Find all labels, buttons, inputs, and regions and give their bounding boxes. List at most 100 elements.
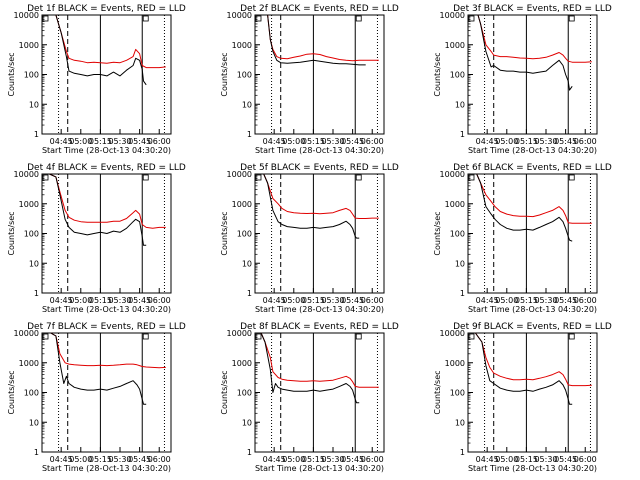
x-axis-label: Start Time (28-Oct-13 04:30:20) <box>42 146 171 155</box>
events-series-line <box>255 173 360 239</box>
x-tick-label: 05:00 <box>69 137 92 146</box>
y-tick-label: 100 <box>24 389 39 398</box>
start-marker-box <box>468 333 475 340</box>
y-tick-label: 10000 <box>227 170 252 179</box>
end-marker-box <box>142 15 149 22</box>
x-axis-label: Start Time (28-Oct-13 04:30:20) <box>468 146 597 155</box>
y-tick-label: 10000 <box>227 329 252 338</box>
x-tick-label: 05:30 <box>321 137 344 146</box>
lld-series-line <box>255 173 379 219</box>
y-tick-label: 1 <box>34 448 39 457</box>
y-tick-label: 1000 <box>445 359 465 368</box>
plot-title: Det 1f BLACK = Events, RED = LLD <box>27 4 186 14</box>
start-marker-box <box>255 333 262 340</box>
events-series-line <box>468 14 573 91</box>
start-marker-box <box>42 333 49 340</box>
x-tick-label: 05:45 <box>341 296 364 305</box>
plot-title: Det 8f BLACK = Events, RED = LLD <box>240 322 399 332</box>
y-axis-label: Counts/sec <box>7 370 16 414</box>
events-series-line <box>42 14 147 86</box>
x-tick-label: 05:45 <box>128 296 151 305</box>
plot-frame <box>254 14 385 135</box>
x-tick-label: 05:00 <box>69 296 92 305</box>
y-tick-label: 1 <box>460 130 465 139</box>
events-series-line <box>255 14 366 66</box>
y-tick-label: 10 <box>242 259 252 268</box>
plot-frame <box>467 332 598 453</box>
y-axis-label: Counts/sec <box>433 370 442 414</box>
x-tick-label: 05:00 <box>495 455 518 464</box>
x-tick-label: 05:00 <box>495 137 518 146</box>
x-tick-label: 06:00 <box>148 296 171 305</box>
start-marker-box <box>42 174 49 181</box>
end-marker-box <box>568 174 575 181</box>
x-tick-label: 05:30 <box>534 137 557 146</box>
start-marker-box <box>468 15 475 22</box>
y-tick-label: 1 <box>460 289 465 298</box>
y-tick-label: 1000 <box>232 200 252 209</box>
plot-frame <box>254 173 385 294</box>
detector-plot-3: Det 3f BLACK = Events, RED = LLD 1 10 100 10… <box>433 4 612 155</box>
lld-series-line <box>42 14 166 69</box>
end-marker-box <box>142 333 149 340</box>
x-axis-label: Start Time (28-Oct-13 04:30:20) <box>255 146 384 155</box>
y-tick-label: 1000 <box>19 41 39 50</box>
end-marker-box <box>355 174 362 181</box>
x-tick-label: 05:30 <box>108 137 131 146</box>
x-tick-label: 05:00 <box>282 455 305 464</box>
x-tick-label: 05:30 <box>534 296 557 305</box>
plot-frame <box>254 332 385 453</box>
start-marker-box <box>255 15 262 22</box>
x-tick-label: 05:15 <box>515 137 538 146</box>
y-tick-label: 100 <box>237 71 252 80</box>
y-tick-label: 100 <box>237 389 252 398</box>
y-tick-label: 10 <box>455 259 465 268</box>
y-tick-label: 1 <box>34 130 39 139</box>
x-tick-label: 06:00 <box>361 296 384 305</box>
y-tick-label: 1 <box>247 130 252 139</box>
start-marker-box <box>42 15 49 22</box>
y-tick-label: 10 <box>242 100 252 109</box>
y-tick-label: 100 <box>24 71 39 80</box>
detector-plot-6: Det 6f BLACK = Events, RED = LLD 1 10 100 10… <box>433 163 612 314</box>
x-tick-label: 05:15 <box>302 137 325 146</box>
x-tick-label: 04:45 <box>476 455 499 464</box>
x-tick-label: 06:00 <box>148 455 171 464</box>
x-tick-label: 05:00 <box>282 137 305 146</box>
plot-title: Det 4f BLACK = Events, RED = LLD <box>27 163 186 173</box>
y-tick-label: 1 <box>460 448 465 457</box>
y-tick-label: 10 <box>29 259 39 268</box>
detector-plot-1: Det 1f BLACK = Events, RED = LLD 1 10 100 10… <box>7 4 186 155</box>
y-tick-label: 10 <box>455 100 465 109</box>
x-tick-label: 05:30 <box>534 455 557 464</box>
plot-title: Det 6f BLACK = Events, RED = LLD <box>453 163 612 173</box>
x-tick-label: 06:00 <box>574 455 597 464</box>
events-series-line <box>468 173 573 242</box>
start-marker-box <box>468 174 475 181</box>
detector-plot-4: Det 4f BLACK = Events, RED = LLD 1 10 100 10… <box>7 163 186 314</box>
x-axis-label: Start Time (28-Oct-13 04:30:20) <box>468 305 597 314</box>
end-marker-box <box>142 174 149 181</box>
x-tick-label: 05:45 <box>554 296 577 305</box>
y-tick-label: 10000 <box>440 170 465 179</box>
x-axis-label: Start Time (28-Oct-13 04:30:20) <box>255 305 384 314</box>
y-axis-label: Counts/sec <box>7 52 16 96</box>
start-marker-box <box>255 174 262 181</box>
x-tick-label: 05:30 <box>321 455 344 464</box>
y-tick-label: 1 <box>34 289 39 298</box>
y-tick-label: 10000 <box>440 329 465 338</box>
lld-series-line <box>468 173 592 224</box>
end-marker-box <box>568 333 575 340</box>
x-tick-label: 05:00 <box>282 296 305 305</box>
x-tick-label: 05:15 <box>515 296 538 305</box>
y-tick-label: 10000 <box>227 11 252 20</box>
y-axis-label: Counts/sec <box>220 211 229 255</box>
plot-frame <box>41 332 172 453</box>
x-tick-label: 04:45 <box>476 137 499 146</box>
detector-plot-8: Det 8f BLACK = Events, RED = LLD 1 10 100 10… <box>220 322 399 473</box>
detector-plot-5: Det 5f BLACK = Events, RED = LLD 1 10 100 10… <box>220 163 399 314</box>
plot-title: Det 3f BLACK = Events, RED = LLD <box>453 4 612 14</box>
x-tick-label: 04:45 <box>50 137 73 146</box>
y-tick-label: 10000 <box>14 329 39 338</box>
x-tick-label: 05:45 <box>128 137 151 146</box>
